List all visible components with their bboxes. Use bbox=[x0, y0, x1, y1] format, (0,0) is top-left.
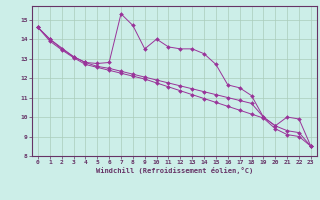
X-axis label: Windchill (Refroidissement éolien,°C): Windchill (Refroidissement éolien,°C) bbox=[96, 167, 253, 174]
